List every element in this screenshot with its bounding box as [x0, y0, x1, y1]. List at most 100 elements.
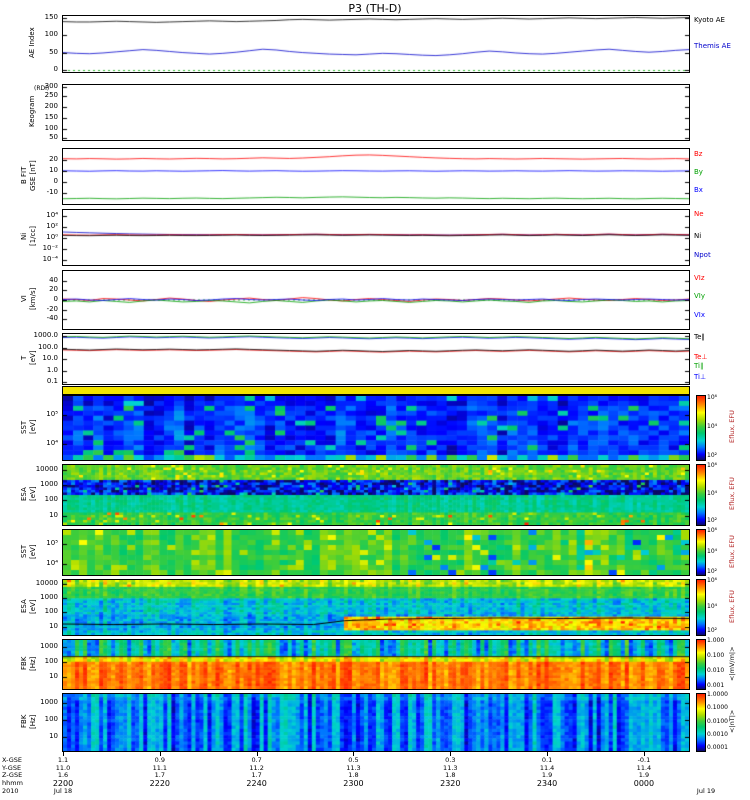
corner-label-keogram: (RDI): [34, 85, 50, 92]
bottom-axis-value: 2320: [440, 778, 461, 788]
colorbar-tick-label: 1.0000: [707, 691, 728, 699]
legend-label: VIx: [694, 310, 705, 319]
bottom-axis-value: 1.1: [57, 756, 69, 764]
axis-label-temperature: T [eV]: [20, 350, 37, 366]
y-tick-label: -10: [46, 188, 58, 196]
legend-label: Ni: [694, 232, 702, 241]
year-label: 2010: [2, 787, 19, 795]
colorbar-unit-sst-ion: Eflux, EFU: [728, 410, 736, 444]
colorbar-tick-label: 10⁴: [707, 423, 718, 430]
panel-density: [62, 209, 690, 266]
bottom-axis-value: 1.8: [445, 771, 456, 779]
bottom-axis-value: 0000: [633, 778, 655, 788]
bottom-axis-value: 0.7: [251, 756, 262, 764]
legend-label: VIz: [694, 273, 705, 282]
y-tick-label: 10: [49, 731, 58, 740]
y-tick-label: 1000: [40, 479, 58, 488]
legend-label: Kyoto AE: [694, 15, 725, 24]
panel-temperature: [62, 333, 690, 385]
y-tick-label: 10⁴: [46, 558, 58, 567]
colorbar-tick-label: 1.000: [707, 637, 725, 645]
y-tick-label: 250: [44, 91, 58, 99]
legend-label: Bx: [694, 185, 703, 194]
x-tick-mark: [547, 752, 549, 756]
colorbar-tick-label: 10⁶: [707, 577, 718, 585]
colorbar-fbk-b: [696, 693, 706, 752]
panel-b-fit: [62, 148, 690, 205]
x-tick-mark: [63, 752, 64, 756]
legend-label: Themis AE: [694, 42, 731, 50]
bottom-axis-row-label: Z-GSE: [2, 771, 23, 779]
y-tick-label: 20: [49, 155, 58, 163]
y-tick-label: 0.1: [46, 377, 58, 385]
y-tick-label: 10⁴: [46, 439, 58, 447]
bottom-axis-value: 2300: [343, 778, 364, 788]
y-tick-label: 200: [44, 102, 58, 110]
colorbar-tick-label: 0.010: [707, 666, 725, 674]
axis-label-fbk-b: FBK [Hz]: [20, 714, 37, 729]
panel-fbk-b-canvas: [63, 694, 689, 751]
colorbar-sst-ion: [696, 395, 706, 461]
x-tick-mark: [643, 752, 645, 756]
bottom-axis-value: 2240: [246, 778, 267, 788]
panel-esa-electron: [62, 579, 690, 636]
x-tick-mark: [450, 752, 452, 756]
y-tick-label: 10²: [46, 221, 58, 230]
y-tick-label: 0: [53, 295, 58, 303]
colorbar-tick-label: 10⁴: [707, 547, 718, 555]
colorbar-tick-label: 0.100: [707, 652, 725, 660]
y-tick-label: 100: [44, 29, 58, 38]
bottom-axis-value: 0.1: [541, 756, 553, 764]
colorbar-tick-label: 0.0010: [707, 730, 728, 738]
y-tick-label: 0: [53, 65, 58, 74]
axis-label-esa-electron: ESA [eV]: [20, 599, 37, 614]
y-tick-label: 150: [44, 12, 58, 21]
panel-velocity-canvas: [63, 271, 689, 329]
axis-label-velocity: VI [km/s]: [20, 287, 37, 311]
bottom-axis-row-label: X-GSE: [2, 756, 22, 764]
legend-label: Ti⊥: [694, 373, 707, 381]
panel-sst-electron: [62, 529, 690, 576]
axis-label-fbk-e: FBK [Hz]: [20, 656, 37, 671]
bottom-axis-value: 0.3: [445, 756, 456, 764]
y-tick-label: 10⁵: [46, 410, 58, 419]
legend-label: By: [694, 167, 703, 176]
bottom-axis-value: 11.3: [443, 763, 458, 772]
y-tick-label: 10.0: [42, 354, 58, 362]
y-tick-label: 100: [44, 494, 58, 503]
colorbar-fbk-e: [696, 639, 706, 690]
axis-label-sst-electron: SST [eV]: [20, 544, 37, 559]
panel-sst-electron-canvas: [63, 530, 689, 575]
bottom-axis-value: 11.3: [346, 763, 361, 772]
colorbar-unit-sst-electron: Eflux, EFU: [728, 535, 736, 568]
plot-title: P3 (TH-D): [348, 2, 402, 15]
y-tick-label: 10⁴: [46, 210, 58, 219]
y-tick-label: 10⁻⁴: [42, 254, 58, 263]
panel-esa-ion: [62, 464, 690, 526]
axis-label-keogram: Keogram: [28, 95, 36, 128]
panel-fbk-b: [62, 693, 690, 752]
colorbar-unit-fbk-b: <|nT|>: [728, 709, 736, 734]
colorbar-unit-esa-electron: Eflux, EFU: [728, 590, 736, 623]
y-tick-label: 20: [49, 285, 58, 294]
panel-esa-ion-canvas: [63, 465, 689, 525]
y-tick-label: 10⁵: [46, 538, 58, 547]
y-tick-label: 100: [44, 124, 58, 132]
y-tick-label: 300: [44, 81, 58, 90]
bottom-axis-value: 2200: [52, 778, 74, 788]
panel-sst-ion-canvas: [63, 396, 689, 460]
colorbar-esa-ion: [696, 464, 706, 526]
bottom-axis-value: 11.2: [249, 763, 264, 772]
bottom-axis-row-label: Y-GSE: [2, 763, 22, 772]
colorbar-tick-label: 10²: [707, 517, 718, 524]
legend-label: Te⊥: [694, 353, 708, 361]
panel-ae-canvas: [63, 16, 689, 72]
colorbar-tick-label: 10⁶: [707, 393, 718, 401]
legend-label: Ti∥: [694, 362, 704, 370]
y-tick-label: -20: [46, 304, 58, 313]
y-tick-label: 1000.0: [33, 331, 59, 339]
y-tick-label: 100: [44, 606, 58, 615]
y-tick-label: 1000: [40, 642, 58, 651]
y-tick-label: 10⁻²: [42, 243, 58, 252]
